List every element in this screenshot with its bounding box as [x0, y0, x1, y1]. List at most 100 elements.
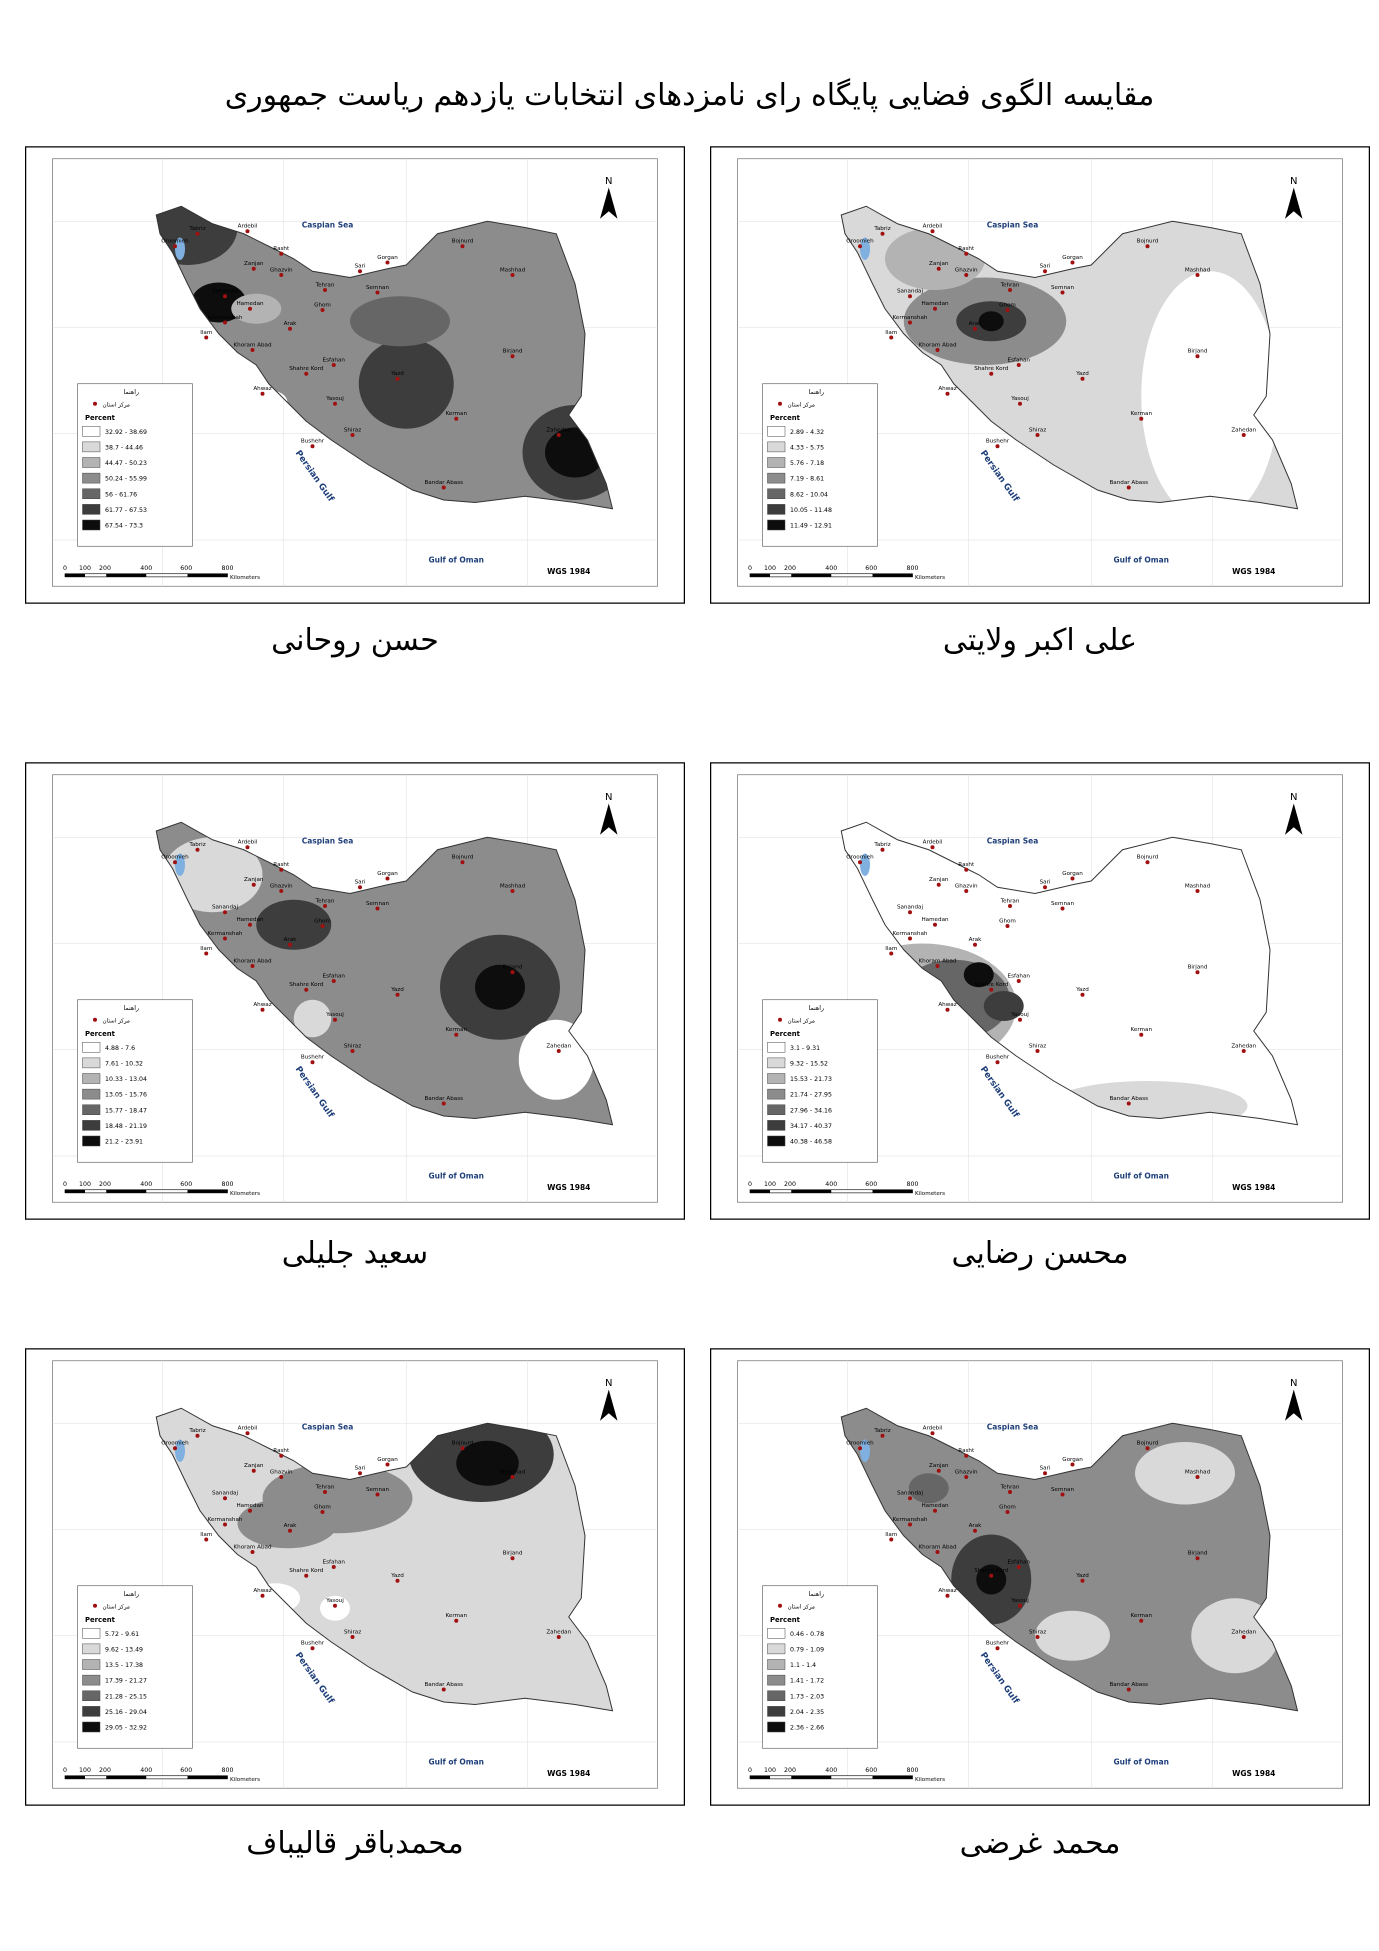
city-marker [908, 1522, 912, 1527]
city-marker [288, 326, 292, 331]
city-label: Esfahan [1008, 357, 1031, 363]
city-marker [223, 1522, 227, 1527]
city-marker [204, 951, 209, 956]
city-label: Hamedan [236, 1503, 264, 1509]
sea-label: Gulf of Oman [428, 556, 484, 565]
city-marker [310, 1060, 315, 1065]
city-label: Esfahan [323, 357, 346, 363]
city-marker [930, 229, 935, 234]
scale-label: 100 [764, 565, 776, 572]
legend-title: راهنما [124, 1005, 139, 1012]
city-label: Yazd [390, 1573, 404, 1579]
city-marker [1043, 1471, 1047, 1476]
city-marker [964, 867, 969, 872]
city-marker [945, 1007, 950, 1012]
legend-swatch [767, 519, 786, 531]
zone [1135, 1442, 1235, 1505]
legend-swatch [82, 441, 101, 453]
city-marker [195, 1433, 200, 1438]
city-label: Hamedan [921, 917, 949, 923]
datum-label: WGS 1984 [547, 1183, 590, 1192]
legend-marker [778, 1603, 782, 1608]
north-label: N [605, 176, 612, 187]
city-marker [858, 860, 862, 865]
legend-marker [778, 1017, 782, 1022]
north-label: N [605, 792, 612, 803]
legend-marker [778, 401, 782, 406]
city-label: Bojnurd [452, 855, 474, 861]
legend-swatch [82, 1088, 101, 1100]
city-marker [1080, 376, 1085, 381]
legend-class-label: 7.19 - 8.61 [790, 476, 824, 483]
city-label: Ahwaz [253, 1588, 271, 1594]
sea-label: Caspian Sea [987, 837, 1039, 846]
city-label: Ardebil [923, 1426, 943, 1432]
city-marker [358, 885, 362, 890]
scale-unit: Kilometers [230, 1777, 260, 1783]
city-marker [1195, 273, 1200, 277]
city-label: Arak [969, 321, 983, 327]
city-label: Sari [355, 880, 366, 886]
city-label: Yasouj [325, 1012, 344, 1018]
zone [231, 293, 282, 324]
legend-class-label: 18.48 - 21.19 [105, 1123, 147, 1130]
city-marker [1126, 1687, 1131, 1692]
city-label: Sari [1040, 1466, 1051, 1472]
city-marker [1139, 1618, 1144, 1623]
city-marker [935, 1550, 940, 1554]
city-label: Sanandaj [212, 289, 239, 295]
city-label: Tehran [1000, 898, 1020, 904]
zone [456, 1440, 519, 1486]
map-panel: Caspian Sea Persian Gulf Gulf of Oman Tabri… [25, 762, 685, 1220]
city-label: Zanjan [929, 261, 949, 267]
zone [475, 323, 538, 369]
city-marker [1005, 308, 1010, 312]
legend-swatch [82, 472, 101, 484]
city-label: Zahedan [1231, 1043, 1256, 1049]
city-label: Bojnurd [1137, 1441, 1159, 1447]
zone [256, 899, 332, 950]
north-label: N [1290, 792, 1297, 803]
legend-swatch [767, 1690, 786, 1701]
city-label: Yazd [1075, 1573, 1089, 1579]
city-label: Esfahan [323, 973, 346, 979]
city-label: Shahre Kord [974, 366, 1009, 372]
city-marker [1008, 288, 1012, 292]
legend-swatch [82, 1057, 101, 1069]
north-label: N [1290, 1378, 1297, 1389]
legend-title: راهنما [809, 1005, 824, 1012]
city-label: Gorgan [377, 255, 398, 261]
legend-title: راهنما [124, 1591, 139, 1598]
inner-frame [52, 774, 658, 1203]
city-marker [908, 910, 912, 915]
city-label: Sari [355, 1466, 366, 1472]
city-label: Zahedan [1231, 427, 1256, 433]
legend-swatch [82, 1120, 101, 1131]
city-marker [204, 1537, 209, 1542]
scale-bar-segment [65, 1775, 85, 1779]
datum-label: WGS 1984 [1232, 567, 1275, 576]
city-label: Arak [969, 937, 983, 943]
scale-bar-segment [187, 1775, 228, 1779]
city-label: Sari [1040, 264, 1051, 270]
scale-bar-segment [791, 573, 832, 577]
zone [237, 1498, 338, 1549]
city-marker [395, 1578, 400, 1583]
legend-class-label: 44.47 - 50.23 [105, 460, 147, 467]
zone [358, 338, 454, 429]
city-label: Ardebil [923, 224, 943, 230]
city-marker [454, 1032, 459, 1037]
legend-swatch [767, 1706, 786, 1717]
legend-swatch [82, 1659, 101, 1670]
city-label: Bushehr [986, 439, 1010, 445]
legend-class-label: 15.53 - 21.73 [790, 1076, 832, 1083]
city-label: Sanandaj [212, 905, 239, 911]
city-label: Yazd [1075, 371, 1089, 377]
city-label: Mashhad [500, 883, 526, 889]
scale-label: 600 [180, 1181, 192, 1188]
city-marker [288, 1528, 292, 1533]
city-label: Oroomieh [846, 1441, 874, 1447]
city-marker [441, 1687, 446, 1692]
